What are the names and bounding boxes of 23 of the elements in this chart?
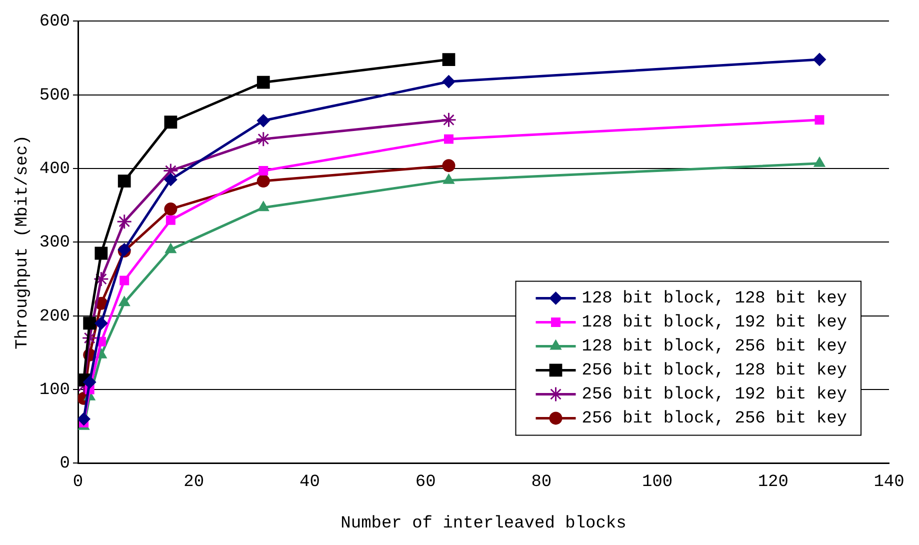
legend-label: 256 bit block, 128 bit key xyxy=(582,362,848,381)
legend-label: 128 bit block, 128 bit key xyxy=(582,290,848,309)
x-tick-label: 100 xyxy=(642,472,673,492)
x-tick-label: 0 xyxy=(72,472,84,492)
y-axis-title: Throughput (Mbit/sec) xyxy=(14,135,33,350)
y-tick-label: 500 xyxy=(39,86,70,106)
y-tick-label: 200 xyxy=(39,307,70,326)
legend-label: 256 bit block, 192 bit key xyxy=(582,386,848,405)
y-tick-label: 0 xyxy=(60,454,70,474)
x-tick-label: 140 xyxy=(874,472,904,492)
legend-label: 256 bit block, 256 bit key xyxy=(582,410,848,429)
y-tick-label: 100 xyxy=(39,381,70,400)
legend-label: 128 bit block, 192 bit key xyxy=(582,314,848,333)
y-tick-label: 300 xyxy=(39,234,70,253)
x-tick-label: 80 xyxy=(531,472,552,492)
x-tick-label: 60 xyxy=(415,472,436,492)
legend-label: 128 bit block, 256 bit key xyxy=(582,338,848,357)
x-tick-label: 120 xyxy=(758,472,788,492)
x-tick-label: 20 xyxy=(184,472,204,492)
y-tick-label: 400 xyxy=(39,160,70,180)
x-tick-label: 40 xyxy=(300,472,320,492)
x-axis-title: Number of interleaved blocks xyxy=(340,514,626,534)
y-tick-label: 600 xyxy=(39,12,70,32)
